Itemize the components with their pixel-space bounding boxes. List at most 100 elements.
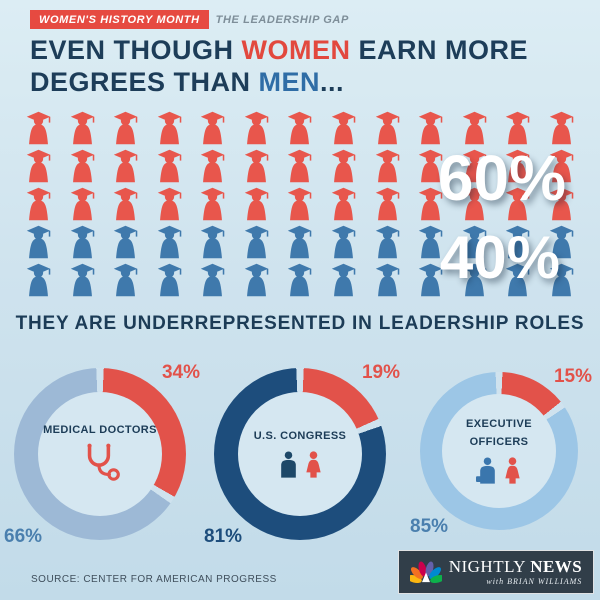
source-credit: SOURCE: CENTER FOR AMERICAN PROGRESS: [31, 574, 277, 585]
graduate-icon: [66, 186, 99, 224]
us-congress-chart: 19% 81% U.S. CONGRESS: [204, 362, 400, 547]
graduate-icon: [196, 110, 229, 148]
headline-part2: EARN MORE DEGREES THAN: [30, 35, 529, 98]
graduate-icon: [327, 148, 360, 186]
graduate-icon: [196, 186, 229, 224]
graduate-icon: [66, 148, 99, 186]
headline-part1: EVEN THOUGH: [30, 35, 242, 65]
graduate-icon: [501, 224, 534, 262]
us-congress-center: U.S. CONGRESS: [238, 392, 362, 516]
graduate-icon: [240, 186, 273, 224]
men-percentage-label: 81%: [204, 526, 243, 547]
graduate-icon: [109, 262, 142, 300]
graduate-icon: [414, 110, 447, 148]
nbc-peacock-icon: [406, 558, 445, 587]
men-percentage-label: 85%: [410, 516, 449, 537]
graduate-icon: [240, 110, 273, 148]
women-graduates-row: [22, 148, 578, 186]
stethoscope-icon: [77, 442, 123, 484]
graduate-icon: [153, 110, 186, 148]
graduate-icon: [545, 224, 578, 262]
graduate-icon: [501, 110, 534, 148]
graduate-icon: [371, 148, 404, 186]
graduate-icon: [458, 262, 491, 300]
congress-figures-icon: [277, 450, 324, 478]
graduate-icon: [240, 148, 273, 186]
graduate-rows: [22, 110, 578, 300]
donut-title: U.S. CONGRESS: [253, 430, 347, 443]
graduate-icon: [22, 224, 55, 262]
donut-title: EXECUTIVE: [466, 418, 532, 431]
women-percentage-label: 19%: [361, 362, 400, 383]
women-graduates-row: [22, 110, 578, 148]
logo-tagline: with BRIAN WILLIAMS: [486, 577, 583, 586]
medical-doctors-donut-ring: MEDICAL DOCTORS: [14, 368, 186, 540]
graduate-icon: [196, 224, 229, 262]
banner-subtitle: THE LEADERSHIP GAP: [215, 13, 349, 26]
graduate-icon: [545, 148, 578, 186]
logo-news: NEWS: [530, 557, 583, 576]
graduate-icon: [327, 224, 360, 262]
graduate-icon: [458, 110, 491, 148]
executive-officers-chart: 15% 85% EXECUTIVE OFFICERS: [410, 366, 592, 537]
graduate-icon: [109, 224, 142, 262]
us-congress-donut-ring: U.S. CONGRESS: [214, 368, 386, 540]
graduate-icon: [196, 148, 229, 186]
graduate-icon: [153, 186, 186, 224]
graduate-icon: [371, 262, 404, 300]
graduate-icon: [414, 148, 447, 186]
graduate-icon: [22, 262, 55, 300]
graduate-icon: [283, 262, 316, 300]
graduate-icon: [66, 224, 99, 262]
men-degrees-percentage: 40%: [439, 224, 560, 291]
female-figure-icon: [303, 450, 324, 478]
graduate-icon: [22, 186, 55, 224]
men-graduates-row: [22, 262, 578, 300]
graduate-icon: [371, 186, 404, 224]
graduate-icon: [501, 262, 534, 300]
female-figure-icon: [502, 456, 523, 484]
banner-title: WOMEN'S HISTORY MONTH: [30, 10, 209, 29]
graduate-icon: [501, 148, 534, 186]
graduate-icon: [458, 148, 491, 186]
logo-nightly: NIGHTLY: [448, 557, 526, 576]
graduate-icon: [414, 186, 447, 224]
top-banner: WOMEN'S HISTORY MONTH THE LEADERSHIP GAP: [30, 10, 349, 29]
graduate-icon: [327, 186, 360, 224]
men-graduates-row: [22, 224, 578, 262]
graduate-icon: [501, 186, 534, 224]
women-percentage-label: 15%: [553, 366, 592, 387]
graduate-icon: [153, 224, 186, 262]
graduate-icon: [153, 148, 186, 186]
graduate-icon: [283, 224, 316, 262]
men-percentage-label: 66%: [4, 526, 43, 547]
graduate-icon: [458, 224, 491, 262]
graduate-icon: [371, 224, 404, 262]
headline-women-word: WOMEN: [241, 35, 351, 65]
graduate-icon: [414, 224, 447, 262]
headline-men-word: MEN: [258, 67, 321, 98]
graduate-icon: [153, 262, 186, 300]
medical-doctors-chart: 34% 66% MEDICAL DOCTORS: [4, 362, 200, 547]
logo-text: NIGHTLY NEWS with BRIAN WILLIAMS: [449, 558, 583, 586]
executive-figures-icon: [475, 456, 523, 484]
subheadline: THEY ARE UNDERREPRESENTED IN LEADERSHIP …: [15, 313, 585, 334]
medical-doctors-center: MEDICAL DOCTORS: [38, 392, 162, 516]
graduate-icon: [22, 148, 55, 186]
graduate-icon: [66, 110, 99, 148]
graduate-icon: [371, 110, 404, 148]
graduate-icon: [545, 262, 578, 300]
women-percentage-label: 34%: [161, 362, 200, 383]
graduate-icon: [283, 110, 316, 148]
graduate-icon: [458, 186, 491, 224]
graduate-icon: [283, 148, 316, 186]
graduate-icon: [22, 110, 55, 148]
male-figure-icon: [277, 450, 300, 478]
graduate-icon: [545, 186, 578, 224]
graduate-icon: [327, 110, 360, 148]
graduate-icon: [109, 110, 142, 148]
male-figure-icon: [475, 456, 499, 484]
executive-officers-center: EXECUTIVE OFFICERS: [442, 394, 556, 508]
graduate-icon: [109, 148, 142, 186]
